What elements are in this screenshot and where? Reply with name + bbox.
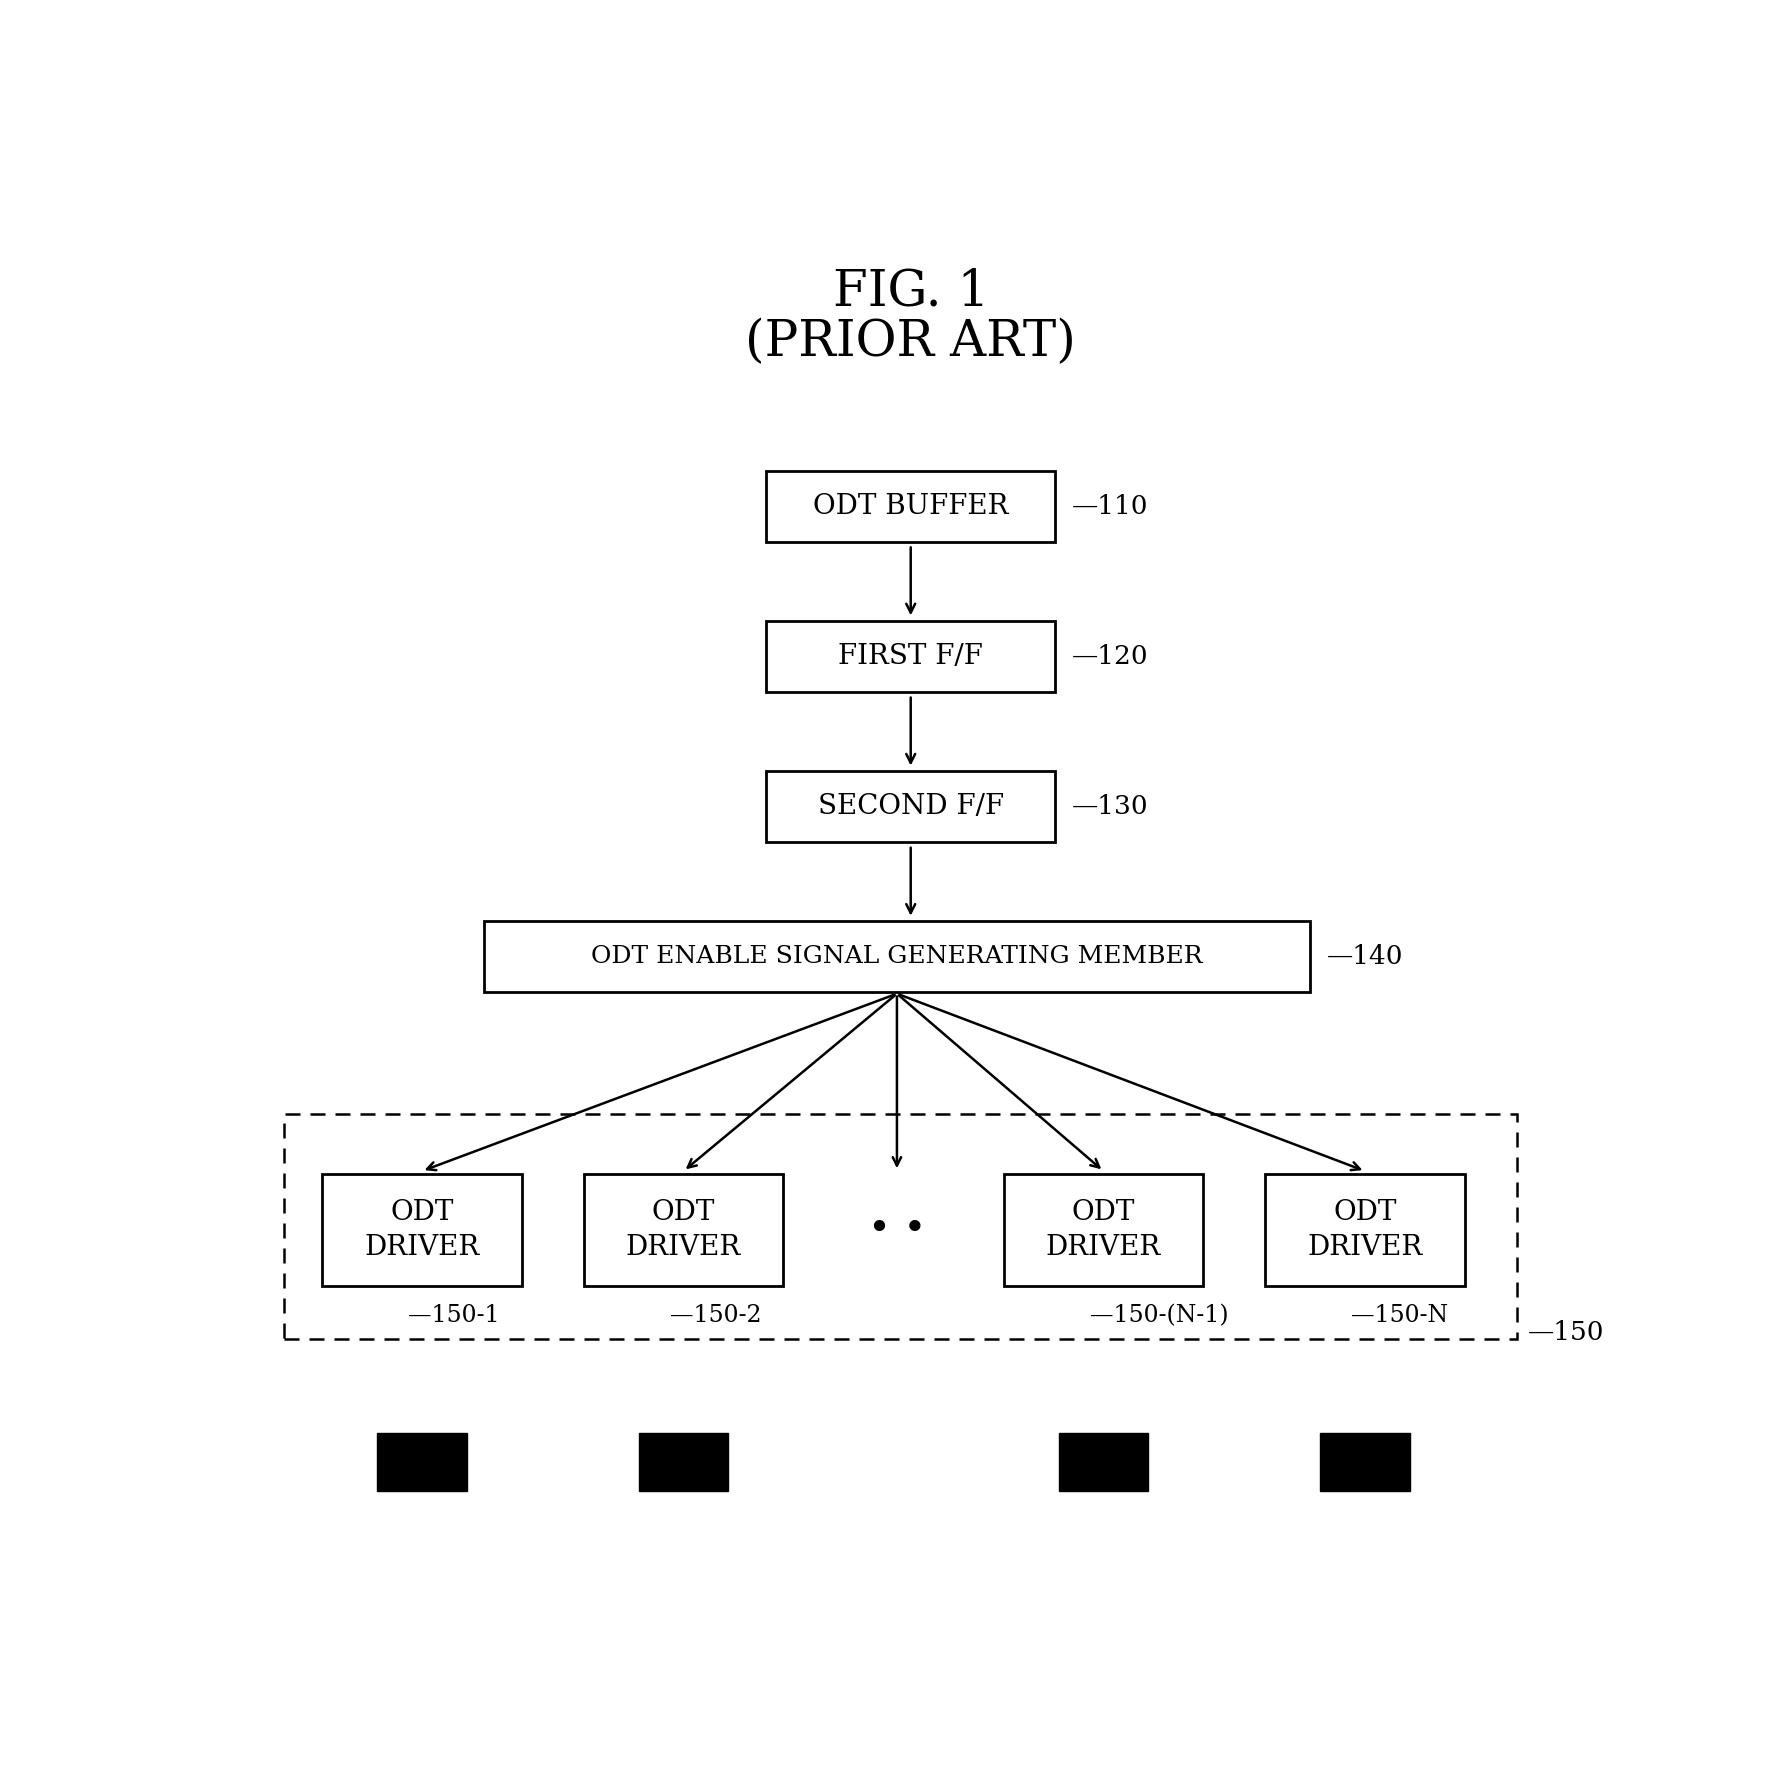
Bar [1004,1174,1203,1285]
Bar [1059,1433,1148,1491]
Text: —150-(N-1): —150-(N-1) [1089,1305,1228,1328]
Text: —150-1: —150-1 [409,1305,499,1328]
Bar [483,922,1310,993]
Bar [284,1113,1518,1339]
Bar [638,1433,729,1491]
Text: —140: —140 [1327,945,1404,970]
Bar [1265,1174,1464,1285]
Text: —150-N: —150-N [1352,1305,1448,1328]
Text: —110: —110 [1072,493,1148,519]
Text: ODT
DRIVER: ODT DRIVER [364,1199,480,1261]
Bar [322,1174,522,1285]
Bar [766,621,1056,691]
Text: ODT
DRIVER: ODT DRIVER [626,1199,741,1261]
Text: ODT ENABLE SIGNAL GENERATING MEMBER: ODT ENABLE SIGNAL GENERATING MEMBER [592,945,1203,968]
Text: —120: —120 [1072,644,1148,668]
Text: —130: —130 [1072,794,1148,819]
Bar [1320,1433,1409,1491]
Bar [583,1174,784,1285]
Text: ODT
DRIVER: ODT DRIVER [1047,1199,1160,1261]
Text: SECOND F/F: SECOND F/F [817,793,1004,821]
Text: • •: • • [867,1211,926,1248]
Bar [766,771,1056,842]
Text: (PRIOR ART): (PRIOR ART) [745,317,1077,367]
Text: FIRST F/F: FIRST F/F [839,644,983,670]
Bar [377,1433,467,1491]
Bar [766,472,1056,543]
Text: ODT
DRIVER: ODT DRIVER [1308,1199,1423,1261]
Text: —150-2: —150-2 [670,1305,761,1328]
Text: ODT BUFFER: ODT BUFFER [812,493,1009,519]
Text: —150: —150 [1528,1319,1605,1344]
Text: FIG. 1: FIG. 1 [833,268,988,317]
